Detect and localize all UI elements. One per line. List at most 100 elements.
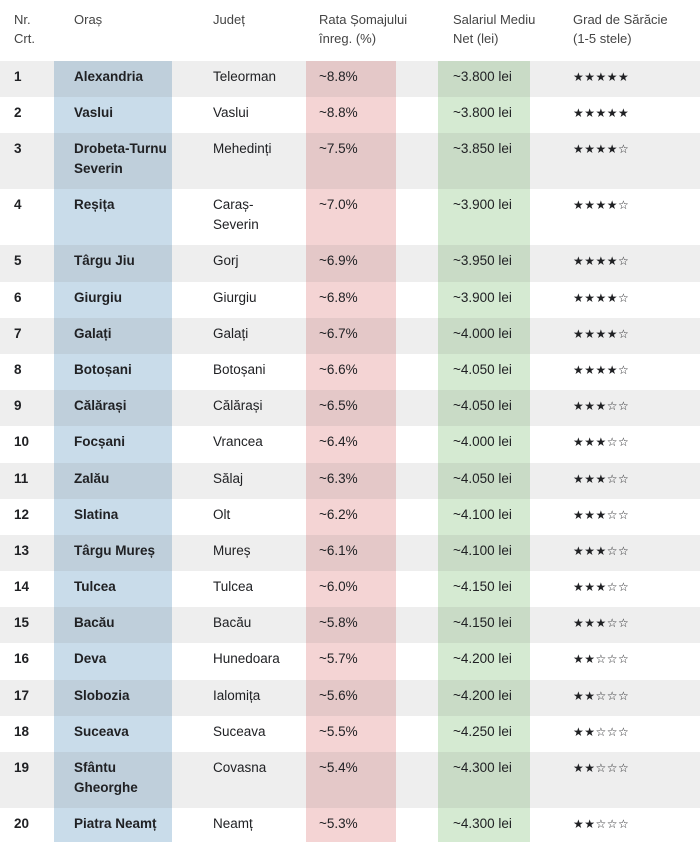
row-number: 1 [14,69,22,84]
city-name: Târgu Mureș [74,541,184,561]
county-name-line: Ialomița [213,687,261,703]
county-name-line: Galați [213,325,249,341]
poverty-stars: ★★☆☆☆ [573,724,630,739]
header-poverty-line: Grad de Sărăcie [573,12,668,27]
county-name-line: Mehedinți [213,141,272,157]
city-name-line: Drobeta-Turnu [74,141,167,157]
unemployment-rate: ~6.4% [319,434,358,450]
row-number: 2 [14,105,22,121]
header-nr: Nr. Crt. [14,10,35,48]
unemployment-rate: ~6.8% [319,289,358,305]
county-name-line: Vaslui [213,105,249,121]
rate-column-highlight [306,61,396,842]
poverty-stars: ★★☆☆☆ [573,688,630,703]
row-number: 18 [14,723,30,739]
poverty-stars: ★★★☆☆ [573,507,630,522]
county-name-line: Suceava [213,723,266,739]
header-rate-line: Rata Șomajului [319,12,408,27]
poverty-stars: ★★★★★ [573,106,630,121]
county-name-line: Covasna [213,760,267,775]
city-name-line: Deva [74,651,107,667]
county-name: Ialomița [213,686,298,706]
county-name-line: Giurgiu [213,289,257,305]
row-number: 8 [14,361,22,377]
county-name: Mureș [213,541,298,561]
city-name-line: Gheorghe [74,780,138,795]
unemployment-rate: ~6.3% [319,470,358,486]
unemployment-rate: ~6.6% [319,361,358,377]
table-row: 20 Piatra Neamț Neamț ~5.3% ~4.300 lei ★★☆☆☆ [0,808,700,844]
poverty-stars: ★★★★☆ [573,326,630,341]
unemployment-rate: ~7.5% [319,141,358,157]
header-county: Județ [213,10,245,29]
county-name: Suceava [213,722,298,742]
unemployment-rate: ~6.5% [319,398,358,414]
row-number: 16 [14,651,30,667]
city-name-line: Slobozia [74,687,130,703]
table-row: 11 Zalău Sălaj ~6.3% ~4.050 lei ★★★☆☆ [0,462,700,499]
county-name: Olt [213,505,298,525]
table-row: 5 Târgu Jiu Gorj ~6.9% ~3.950 lei ★★★★☆ [0,245,700,282]
table-row: 17 Slobozia Ialomița ~5.6% ~4.200 lei ★★☆☆☆ [0,679,700,716]
city-name-line: Vaslui [74,105,114,121]
net-salary: ~3.900 lei [453,197,512,213]
header-nr-line: Nr. [14,12,31,27]
city-name-line: Piatra Neamț [74,816,157,831]
table-header: Nr. Crt. Oraș Județ Rata Șomajului înreg… [0,0,700,61]
table-row: 7 Galați Galați ~6.7% ~4.000 lei ★★★★☆ [0,317,700,354]
net-salary: ~3.800 lei [453,69,512,84]
county-name-line: Severin [213,217,259,233]
poverty-stars: ★★★☆☆ [573,471,630,486]
row-number: 10 [14,434,30,450]
poverty-stars: ★★☆☆☆ [573,761,630,775]
county-name-line: Mureș [213,542,251,558]
table-row: 3 Drobeta-Turnu Severin Mehedinți ~7.5% ~3.85… [0,133,700,190]
net-salary: ~4.300 lei [453,816,512,831]
unemployment-rate: ~6.9% [319,253,358,269]
city-name: Reșița [74,195,184,215]
header-nr-line: Crt. [14,31,35,46]
city-name: Bacău [74,613,184,633]
poverty-stars: ★★★☆☆ [573,580,630,595]
poverty-stars: ★★★☆☆ [573,399,630,414]
table-row: 18 Suceava Suceava ~5.5% ~4.250 lei ★★☆☆☆ [0,716,700,752]
city-name: Giurgiu [74,288,184,308]
city-name: Drobeta-Turnu Severin [74,139,184,179]
net-salary: ~4.000 lei [453,434,512,450]
city-name: Focșani [74,432,184,452]
header-county-line: Județ [213,12,245,27]
county-name-line: Tulcea [213,579,254,595]
unemployment-rate: ~5.6% [319,687,358,703]
county-name-line: Hunedoara [213,651,280,667]
unemployment-rate: ~5.7% [319,651,358,667]
net-salary: ~4.050 lei [453,398,512,414]
city-name: Zalău [74,469,184,489]
table-row: 2 Vaslui Vaslui ~8.8% ~3.800 lei ★★★★★ [0,97,700,133]
city-name-line: Reșița [74,197,115,213]
county-name-line: Teleorman [213,69,277,84]
table-row: 4 Reșița Caraș- Severin ~7.0% ~3.900 lei ★★★★☆ [0,189,700,245]
city-name-line: Alexandria [74,69,144,84]
poverty-stars: ★★★☆☆ [573,616,630,631]
city-name-line: Tulcea [74,579,116,595]
table-row: 16 Deva Hunedoara ~5.7% ~4.200 lei ★★☆☆☆ [0,643,700,679]
row-number: 12 [14,506,30,522]
county-name: Neamț [213,814,298,834]
poverty-stars: ★★★★☆ [573,362,630,377]
unemployment-rate: ~5.8% [319,615,358,631]
net-salary: ~4.150 lei [453,579,512,595]
table-row: 19 Sfântu Gheorghe Covasna ~5.4% ~4.300 lei ★★… [0,752,700,808]
table-row: 6 Giurgiu Giurgiu ~6.8% ~3.900 lei ★★★★☆ [0,282,700,318]
row-number: 9 [14,398,22,414]
row-number: 7 [14,325,22,341]
city-name-line: Călărași [74,398,127,414]
net-salary: ~4.100 lei [453,506,512,522]
unemployment-rate: ~6.1% [319,542,358,558]
row-number: 3 [14,141,22,157]
county-name: Hunedoara [213,649,298,669]
county-name: Vrancea [213,432,298,452]
table-row: 9 Călărași Călărași ~6.5% ~4.050 lei ★★★☆☆ [0,390,700,427]
county-name: Bacău [213,613,298,633]
net-salary: ~4.250 lei [453,723,512,739]
unemployment-rate: ~6.0% [319,579,358,595]
